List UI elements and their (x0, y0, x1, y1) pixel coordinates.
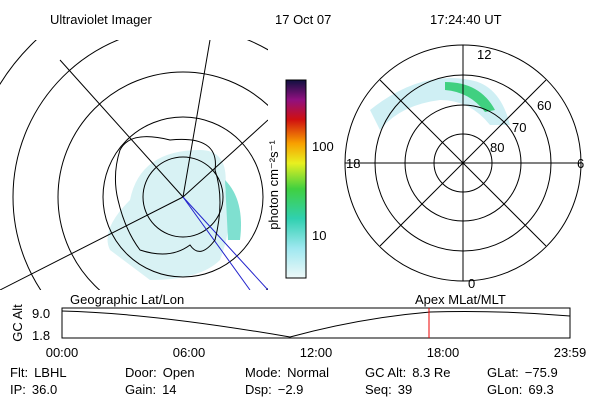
x-tick-label: 00:00 (46, 345, 79, 360)
info-label: GLat: (487, 365, 519, 380)
info-label: GLon: (487, 382, 522, 397)
info-label: Mode: (245, 365, 281, 380)
info-value: 14 (162, 382, 176, 397)
mlt-label: 0 (468, 276, 475, 291)
info-value: Open (163, 365, 195, 380)
info-label: Dsp: (245, 382, 272, 397)
altitude-box (61, 307, 571, 339)
plot-label: Apex MLat/MLT (415, 292, 506, 307)
info-label: IP: (10, 382, 26, 397)
lat-label: 60 (537, 98, 551, 113)
info-value: 8.3 Re (412, 365, 450, 380)
y-tick-label: 1.8 (32, 328, 50, 343)
colorbar (285, 79, 307, 279)
info-value: LBHL (34, 365, 67, 380)
info-value: 36.0 (32, 382, 57, 397)
x-tick-label: 06:00 (173, 345, 206, 360)
x-tick-label: 23:59 (554, 345, 587, 360)
info-label: Gain: (125, 382, 156, 397)
mlt-label: 18 (346, 156, 360, 171)
info-value: 39 (398, 382, 412, 397)
x-tick-label: 18:00 (427, 345, 460, 360)
colorbar-tick: 100 (312, 139, 334, 154)
mlt-label: 6 (577, 156, 584, 171)
title: Ultraviolet Imager (50, 12, 153, 27)
colorbar-tick: 10 (312, 228, 326, 243)
info-label: GC Alt: (365, 365, 406, 380)
y-label: GC Alt (10, 304, 25, 342)
colorbar-label: photon cm⁻²s⁻¹ (266, 140, 281, 230)
plot-label: Geographic Lat/Lon (70, 292, 184, 307)
date: 17 Oct 07 (275, 12, 331, 27)
info-value: Normal (287, 365, 329, 380)
lat-label: 80 (490, 140, 504, 155)
magnetic-map (344, 44, 582, 282)
lat-label: 70 (512, 120, 526, 135)
info-label: Door: (125, 365, 157, 380)
x-tick-label: 12:00 (300, 345, 333, 360)
time: 17:24:40 UT (430, 12, 502, 27)
info-value: −75.9 (525, 365, 558, 380)
mlt-label: 12 (477, 47, 491, 62)
geographic-map (0, 40, 268, 290)
info-value: 69.3 (528, 382, 553, 397)
info-label: Flt: (10, 365, 28, 380)
y-tick-label: 9.0 (32, 306, 50, 321)
info-value: −2.9 (278, 382, 304, 397)
info-label: Seq: (365, 382, 392, 397)
altitude-curve (61, 310, 571, 338)
